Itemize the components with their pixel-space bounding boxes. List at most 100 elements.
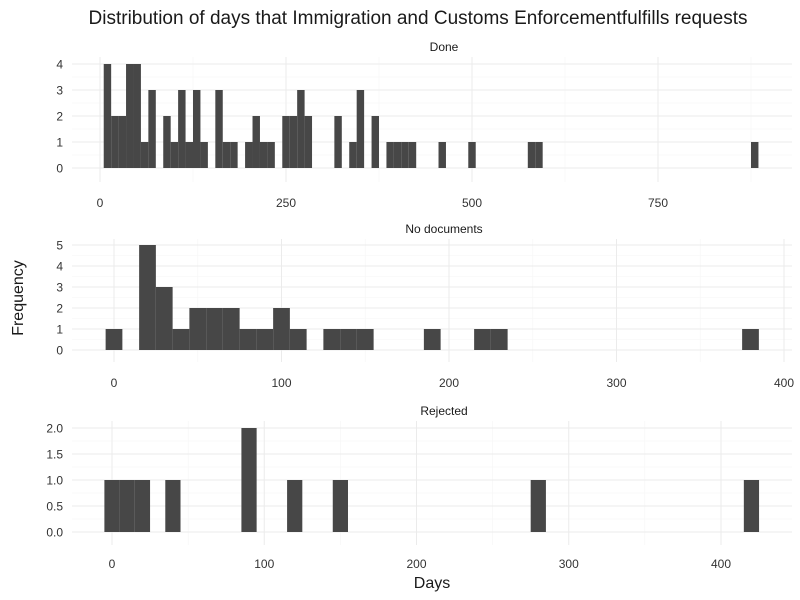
histogram-bar <box>408 142 417 168</box>
histogram-bar <box>423 329 441 350</box>
histogram-bar <box>289 116 298 168</box>
y-tick-label: 0 <box>56 344 63 358</box>
histogram-bar <box>287 480 303 532</box>
histogram-bar <box>334 116 342 168</box>
x-tick-label: 400 <box>774 376 794 390</box>
facet-panel-1: No documents 0 1 2 3 4 5 0 100 200 300 400 <box>56 222 794 390</box>
facet-subtitle: Done <box>430 40 459 54</box>
y-tick-label: 4 <box>56 58 63 72</box>
x-tick-label: 250 <box>276 196 296 210</box>
y-tick-label: 4 <box>56 260 63 274</box>
histogram-bar <box>118 116 127 168</box>
facet-subtitle: No documents <box>405 222 482 236</box>
x-tick-label: 200 <box>439 376 459 390</box>
histogram-bar <box>393 142 402 168</box>
facet-panel-2: Rejected 0.0 0.5 1.0 1.5 2.0 0 100 200 300 400 <box>46 404 792 571</box>
chart-title: Distribution of days that Immigration an… <box>89 8 748 29</box>
histogram-bar <box>742 329 759 350</box>
histogram-bar <box>148 90 156 168</box>
histogram-bar <box>386 142 394 168</box>
y-tick-label: 0 <box>56 162 63 176</box>
histogram-bar <box>259 142 268 168</box>
histogram-bar <box>282 116 290 168</box>
x-tick-label: 500 <box>462 196 482 210</box>
histogram-bar <box>401 142 409 168</box>
histogram-bar <box>289 329 307 350</box>
y-axis-label: Frequency <box>10 260 27 336</box>
histogram-bar <box>139 245 156 350</box>
histogram-bar <box>172 329 190 350</box>
histogram-bar <box>105 329 123 350</box>
histogram-bar <box>356 329 374 350</box>
histogram-bar <box>371 116 379 168</box>
y-tick-label: 0.5 <box>46 500 63 514</box>
histogram-bar <box>438 142 446 168</box>
histogram-bar <box>356 90 365 168</box>
histogram-bar <box>170 142 179 168</box>
histogram-bar <box>119 480 135 532</box>
y-tick-label: 2 <box>56 110 63 124</box>
histogram-bar <box>323 329 341 350</box>
histogram-bar <box>743 480 760 532</box>
x-tick-label: 100 <box>271 376 291 390</box>
histogram-bar <box>527 142 536 168</box>
x-axis-label: Days <box>414 575 450 592</box>
histogram-bar <box>206 308 223 350</box>
histogram-bar <box>304 116 313 168</box>
histogram-bar <box>256 329 274 350</box>
facet-panels: Done 0 1 2 3 4 0 250 500 750 No documents 0 1 2 3 4 5 0 10… <box>46 40 794 571</box>
histogram-bar <box>111 116 119 168</box>
facet-subtitle: Rejected <box>420 404 467 418</box>
histogram-bar <box>140 142 149 168</box>
y-tick-label: 2 <box>56 302 63 316</box>
histogram-bar <box>104 480 120 532</box>
histogram-bar <box>267 142 275 168</box>
histogram-bar <box>349 142 357 168</box>
y-tick-label: 1.5 <box>46 448 63 462</box>
histogram-bar <box>273 308 290 350</box>
histogram-bar <box>474 329 491 350</box>
histogram-bar <box>530 480 546 532</box>
x-tick-label: 0 <box>109 557 116 571</box>
histogram-bar <box>340 329 357 350</box>
histogram-bar <box>134 480 151 532</box>
histogram-bar <box>297 90 305 168</box>
histogram-bar <box>185 142 193 168</box>
x-tick-label: 750 <box>648 196 668 210</box>
facet-panel-0: Done 0 1 2 3 4 0 250 500 750 <box>56 40 792 210</box>
histogram-bar <box>241 428 257 532</box>
histogram-bar <box>103 64 112 168</box>
y-tick-label: 3 <box>56 84 63 98</box>
histogram-bar <box>222 308 240 350</box>
y-tick-label: 3 <box>56 281 63 295</box>
histogram-bar <box>222 142 231 168</box>
histogram-bar <box>245 142 253 168</box>
x-tick-label: 0 <box>97 196 104 210</box>
y-tick-label: 1 <box>56 323 63 337</box>
histogram-bar <box>155 287 173 350</box>
histogram-bar <box>468 142 476 168</box>
histogram-bar <box>133 64 141 168</box>
histogram-bar <box>193 90 201 168</box>
histogram-bar <box>163 116 171 168</box>
histogram-bar <box>535 142 543 168</box>
x-tick-label: 300 <box>559 557 579 571</box>
y-tick-label: 1.0 <box>46 474 63 488</box>
histogram-bar <box>215 90 223 168</box>
x-tick-label: 400 <box>711 557 731 571</box>
y-tick-label: 1 <box>56 136 63 150</box>
histogram-bar <box>751 142 759 168</box>
histogram-bar <box>165 480 181 532</box>
x-tick-label: 100 <box>254 557 274 571</box>
histogram-bar <box>189 308 207 350</box>
histogram-bar <box>230 142 238 168</box>
histogram-bar <box>332 480 348 532</box>
histogram-bar <box>239 329 257 350</box>
y-tick-label: 5 <box>56 239 63 253</box>
histogram-bar <box>200 142 208 168</box>
y-tick-label: 2.0 <box>46 422 63 436</box>
histogram-bar <box>252 116 260 168</box>
y-tick-label: 0.0 <box>46 526 63 540</box>
